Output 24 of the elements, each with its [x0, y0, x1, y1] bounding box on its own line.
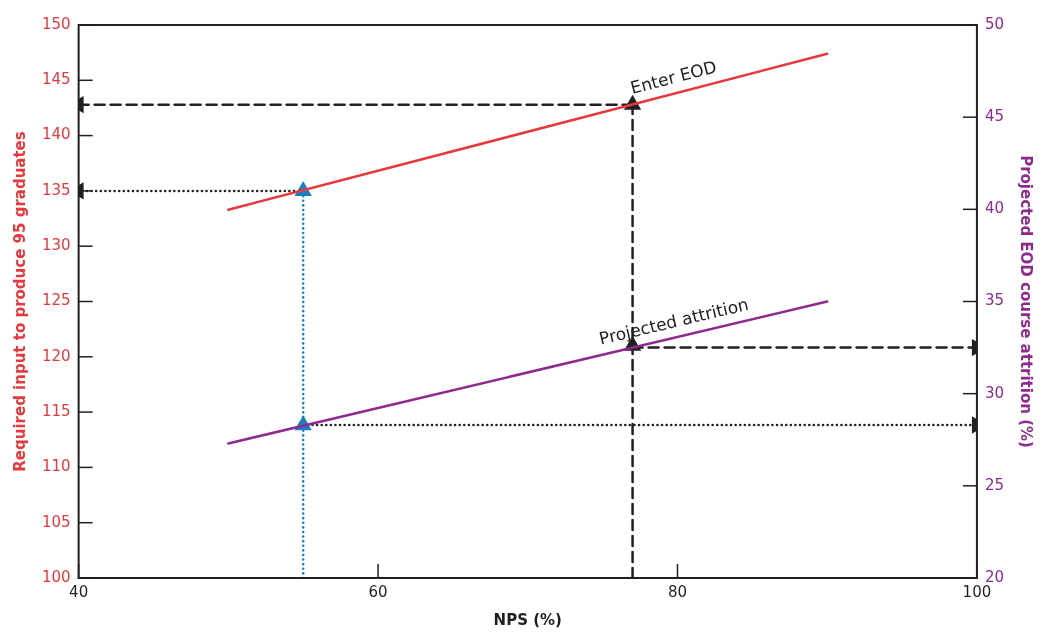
y-tick-label: 150 [41, 14, 71, 33]
y2-axis-title: Projected EOD course attrition (%) [1017, 155, 1036, 448]
y-tick-label: 125 [41, 291, 71, 310]
y2-tick-label: 30 [984, 383, 1005, 402]
y2-tick-label: 50 [984, 14, 1005, 33]
y-tick-label: 100 [41, 567, 71, 586]
x-tick-label: 80 [667, 582, 688, 601]
y-tick-label: 145 [41, 70, 71, 89]
x-axis-title: NPS (%) [493, 610, 562, 629]
y2-tick-label: 25 [984, 475, 1005, 494]
y2-tick-label: 35 [984, 291, 1005, 310]
x-tick-label: 60 [368, 582, 388, 601]
y2-tick-label: 40 [984, 199, 1005, 218]
y-tick-label: 110 [41, 457, 71, 476]
y-tick-label: 135 [41, 180, 71, 199]
y-tick-label: 140 [41, 125, 71, 144]
y-tick-label: 115 [41, 401, 71, 420]
y2-tick-label: 45 [984, 107, 1005, 126]
y-tick-label: 105 [41, 512, 71, 531]
y-tick-label: 120 [41, 346, 71, 365]
y-axis-title: Required input to produce 95 graduates [10, 131, 29, 472]
x-tick-label: 40 [69, 582, 89, 601]
y-tick-label: 130 [41, 236, 71, 255]
text: Enter EOD [628, 56, 719, 98]
